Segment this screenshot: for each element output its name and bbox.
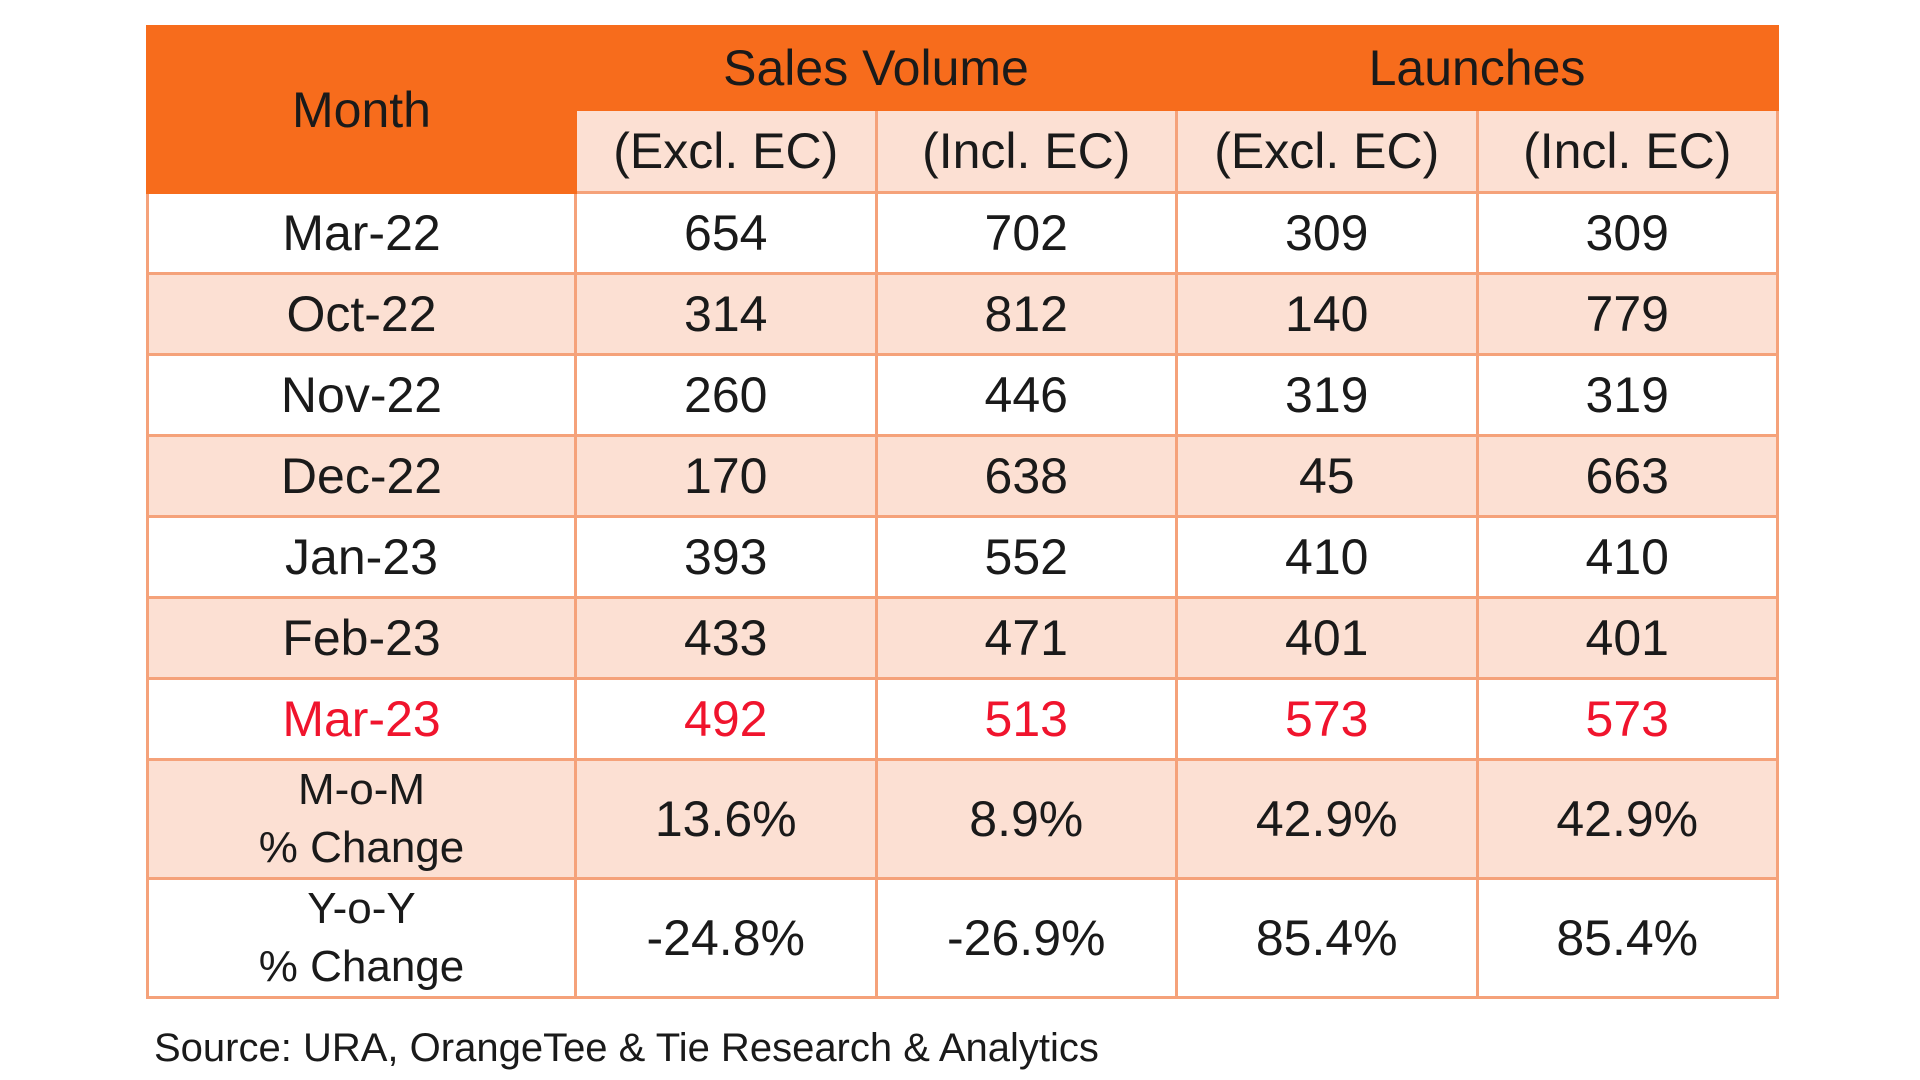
month-cell: Mar-23 [146, 677, 577, 761]
value-cell: 42.9% [1475, 758, 1780, 880]
sub-header-launches-incl-ec: (Incl. EC) [1475, 108, 1780, 194]
yoy-label-line1: Y-o-Y [307, 884, 416, 933]
value-cell: 779 [1475, 272, 1780, 356]
value-cell: 319 [1475, 353, 1780, 437]
table-row: Nov-22 260 446 319 319 [146, 353, 1780, 437]
mom-label-line2: % Change [258, 823, 465, 872]
value-cell: 140 [1175, 272, 1479, 356]
value-cell: 8.9% [874, 758, 1178, 880]
yoy-label-line2: % Change [258, 942, 465, 991]
value-cell: 812 [874, 272, 1178, 356]
value-cell: 85.4% [1175, 877, 1479, 999]
sub-header-sales-excl-ec: (Excl. EC) [574, 108, 878, 194]
yoy-change-row: Y-o-Y % Change -24.8% -26.9% 85.4% 85.4% [146, 877, 1780, 999]
value-cell: 654 [574, 191, 878, 275]
value-cell: 573 [1475, 677, 1780, 761]
value-cell: 309 [1475, 191, 1780, 275]
value-cell: 471 [874, 596, 1178, 680]
value-cell: 410 [1175, 515, 1479, 599]
sub-header-launches-excl-ec: (Excl. EC) [1175, 108, 1479, 194]
month-cell: Oct-22 [146, 272, 577, 356]
value-cell: 319 [1175, 353, 1479, 437]
value-cell: 401 [1475, 596, 1780, 680]
table-row: Oct-22 314 812 140 779 [146, 272, 1780, 356]
sales-launches-table: Month Sales Volume Launches (Excl. EC) (… [146, 25, 1780, 999]
value-cell: 314 [574, 272, 878, 356]
yoy-change-label: Y-o-Y % Change [146, 877, 577, 999]
value-cell: 42.9% [1175, 758, 1479, 880]
value-cell: -24.8% [574, 877, 878, 999]
mom-label-line1: M-o-M [297, 765, 426, 814]
month-column-header: Month [146, 25, 577, 194]
month-cell: Jan-23 [146, 515, 577, 599]
value-cell: 702 [874, 191, 1178, 275]
sub-header-sales-incl-ec: (Incl. EC) [874, 108, 1178, 194]
header-row-subgroups: (Excl. EC) (Incl. EC) (Excl. EC) (Incl. … [148, 108, 1780, 194]
value-cell: 663 [1475, 434, 1780, 518]
source-note: Source: URA, OrangeTee & Tie Research & … [154, 1026, 1099, 1070]
value-cell: -26.9% [874, 877, 1178, 999]
table-row: Jan-23 393 552 410 410 [146, 515, 1780, 599]
value-cell: 170 [574, 434, 878, 518]
month-cell: Dec-22 [146, 434, 577, 518]
value-cell: 85.4% [1475, 877, 1780, 999]
table-row-highlighted: Mar-23 492 513 573 573 [146, 677, 1780, 761]
table-row: Feb-23 433 471 401 401 [146, 596, 1780, 680]
value-cell: 45 [1175, 434, 1479, 518]
mom-change-row: M-o-M % Change 13.6% 8.9% 42.9% 42.9% [146, 758, 1780, 880]
data-table-container: Month Sales Volume Launches (Excl. EC) (… [146, 25, 1780, 999]
month-cell: Nov-22 [146, 353, 577, 437]
value-cell: 433 [574, 596, 878, 680]
value-cell: 260 [574, 353, 878, 437]
value-cell: 401 [1175, 596, 1479, 680]
value-cell: 573 [1175, 677, 1479, 761]
value-cell: 552 [874, 515, 1178, 599]
header-row-groups: Month Sales Volume Launches [146, 25, 1780, 194]
value-cell: 13.6% [574, 758, 878, 880]
mom-change-label: M-o-M % Change [146, 758, 577, 880]
value-cell: 638 [874, 434, 1178, 518]
value-cell: 410 [1475, 515, 1780, 599]
value-cell: 393 [574, 515, 878, 599]
value-cell: 446 [874, 353, 1178, 437]
table-row: Mar-22 654 702 309 309 [146, 191, 1780, 275]
value-cell: 513 [874, 677, 1178, 761]
month-cell: Mar-22 [146, 191, 577, 275]
month-cell: Feb-23 [146, 596, 577, 680]
value-cell: 492 [574, 677, 878, 761]
sales-volume-group-header: Sales Volume [574, 25, 1178, 111]
table-row: Dec-22 170 638 45 663 [146, 434, 1780, 518]
value-cell: 309 [1175, 191, 1479, 275]
launches-group-header: Launches [1174, 25, 1780, 111]
